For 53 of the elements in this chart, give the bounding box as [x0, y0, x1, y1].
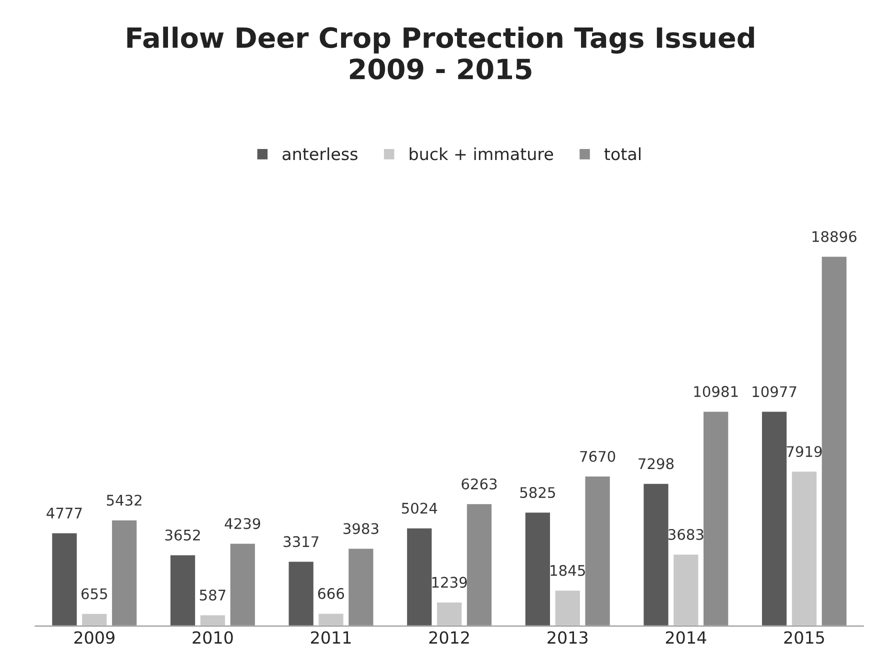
data-label: 655 [81, 588, 108, 600]
bar [110, 518, 138, 626]
data-label: 6263 [462, 478, 497, 490]
bar [228, 542, 256, 626]
data-label: 5432 [106, 494, 142, 506]
x-tick-label: 2015 [784, 631, 824, 644]
bar [317, 612, 345, 626]
legend-label: buck + immature [410, 147, 554, 160]
data-label: 5825 [520, 487, 555, 498]
bar [554, 589, 582, 626]
x-tick-label: 2009 [74, 631, 114, 644]
bar [347, 547, 375, 626]
data-label: 3652 [165, 530, 200, 541]
data-label: 587 [200, 590, 226, 601]
data-label: 4239 [224, 518, 260, 530]
bar [524, 511, 552, 626]
bar [287, 560, 315, 626]
chart-title: Fallow Deer Crop Protection Tags Issued 2009 - 2015 [127, 26, 754, 80]
data-label: 3683 [668, 528, 704, 540]
x-tick-label: 2012 [429, 631, 469, 644]
bar [50, 532, 78, 626]
bar [702, 410, 730, 626]
data-label: 7919 [786, 446, 822, 458]
bar [406, 526, 434, 626]
data-label: 18896 [812, 231, 856, 242]
legend-label: anterless [282, 147, 358, 160]
x-tick-label: 2010 [192, 631, 233, 644]
legend-label: total [604, 147, 640, 160]
bar [790, 470, 818, 626]
bar [584, 475, 612, 626]
data-label: 1845 [550, 564, 585, 576]
bar [169, 554, 196, 626]
bar [198, 614, 226, 626]
data-label: 1239 [432, 576, 467, 588]
data-label: 3983 [343, 523, 378, 534]
bar [820, 255, 848, 626]
data-label: 7298 [638, 458, 674, 470]
bar [642, 482, 670, 626]
bar [466, 502, 493, 626]
bar [436, 601, 464, 626]
data-label: 5024 [402, 502, 438, 514]
data-label: 4777 [46, 508, 82, 518]
bar [760, 410, 788, 626]
bar [80, 612, 108, 626]
bar [672, 553, 700, 626]
data-label: 7670 [580, 450, 616, 462]
data-label: 3317 [284, 536, 318, 548]
data-label: 666 [318, 588, 344, 600]
data-label: 10977 [752, 386, 796, 398]
x-tick-label: 2014 [666, 631, 706, 644]
data-label: 10981 [694, 386, 738, 398]
x-tick-label: 2011 [311, 631, 351, 644]
x-tick-label: 2013 [548, 631, 588, 644]
